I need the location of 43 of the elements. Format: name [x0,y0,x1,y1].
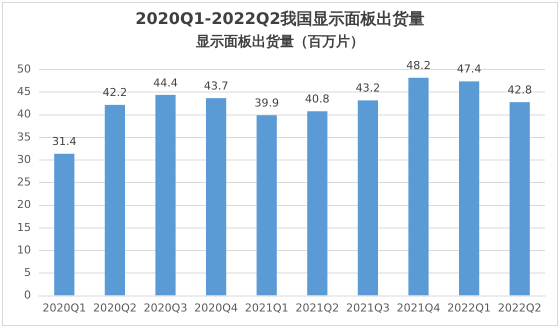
data-label: 43.7 [204,79,228,92]
y-tick-label: 50 [16,62,31,76]
x-tick-label: 2020Q2 [93,301,137,314]
data-label: 43.2 [356,82,380,95]
y-tick-label: 20 [16,198,31,212]
y-tick-label: 15 [16,220,31,234]
x-tick-label: 2022Q1 [447,301,491,314]
y-tick-label: 0 [24,288,31,302]
bar [358,100,378,296]
x-tick-label: 2021Q4 [396,301,440,314]
data-label: 42.8 [507,84,532,97]
bar [155,94,176,296]
data-label: 47.4 [456,62,482,76]
bar [408,78,429,296]
x-tick-label: 2021Q3 [346,301,390,314]
x-tick-label: 2020Q4 [194,301,238,314]
bar [256,115,277,296]
bar [104,104,126,296]
y-tick-label: 5 [24,266,31,280]
data-label: 40.8 [305,92,330,106]
x-tick-label: 2021Q1 [244,301,289,314]
chart-title: 2020Q1-2022Q2我国显示面板出货量 [134,9,426,30]
y-tick-label: 25 [16,176,31,189]
x-tick-label: 2020Q3 [144,301,188,314]
bar [307,111,328,296]
y-tick-label: 40 [16,108,31,121]
x-tick-label: 2022Q2 [498,301,542,314]
data-label: 31.4 [52,135,77,148]
y-tick-label: 45 [16,85,31,98]
x-tick-label: 2021Q2 [295,301,340,314]
bar [510,102,530,296]
y-tick-label: 30 [16,152,31,166]
y-tick-label: 35 [16,130,31,144]
data-label: 44.4 [153,76,178,90]
bar [458,81,480,296]
data-label: 39.9 [254,96,279,110]
chart-subtitle: 显示面板出货量（百万片） [195,33,365,51]
bar [54,154,74,296]
data-label: 42.2 [102,86,128,100]
x-tick-label: 2020Q1 [42,301,86,314]
data-label: 48.2 [406,59,431,72]
bar [206,98,226,296]
y-tick-label: 10 [16,243,31,256]
